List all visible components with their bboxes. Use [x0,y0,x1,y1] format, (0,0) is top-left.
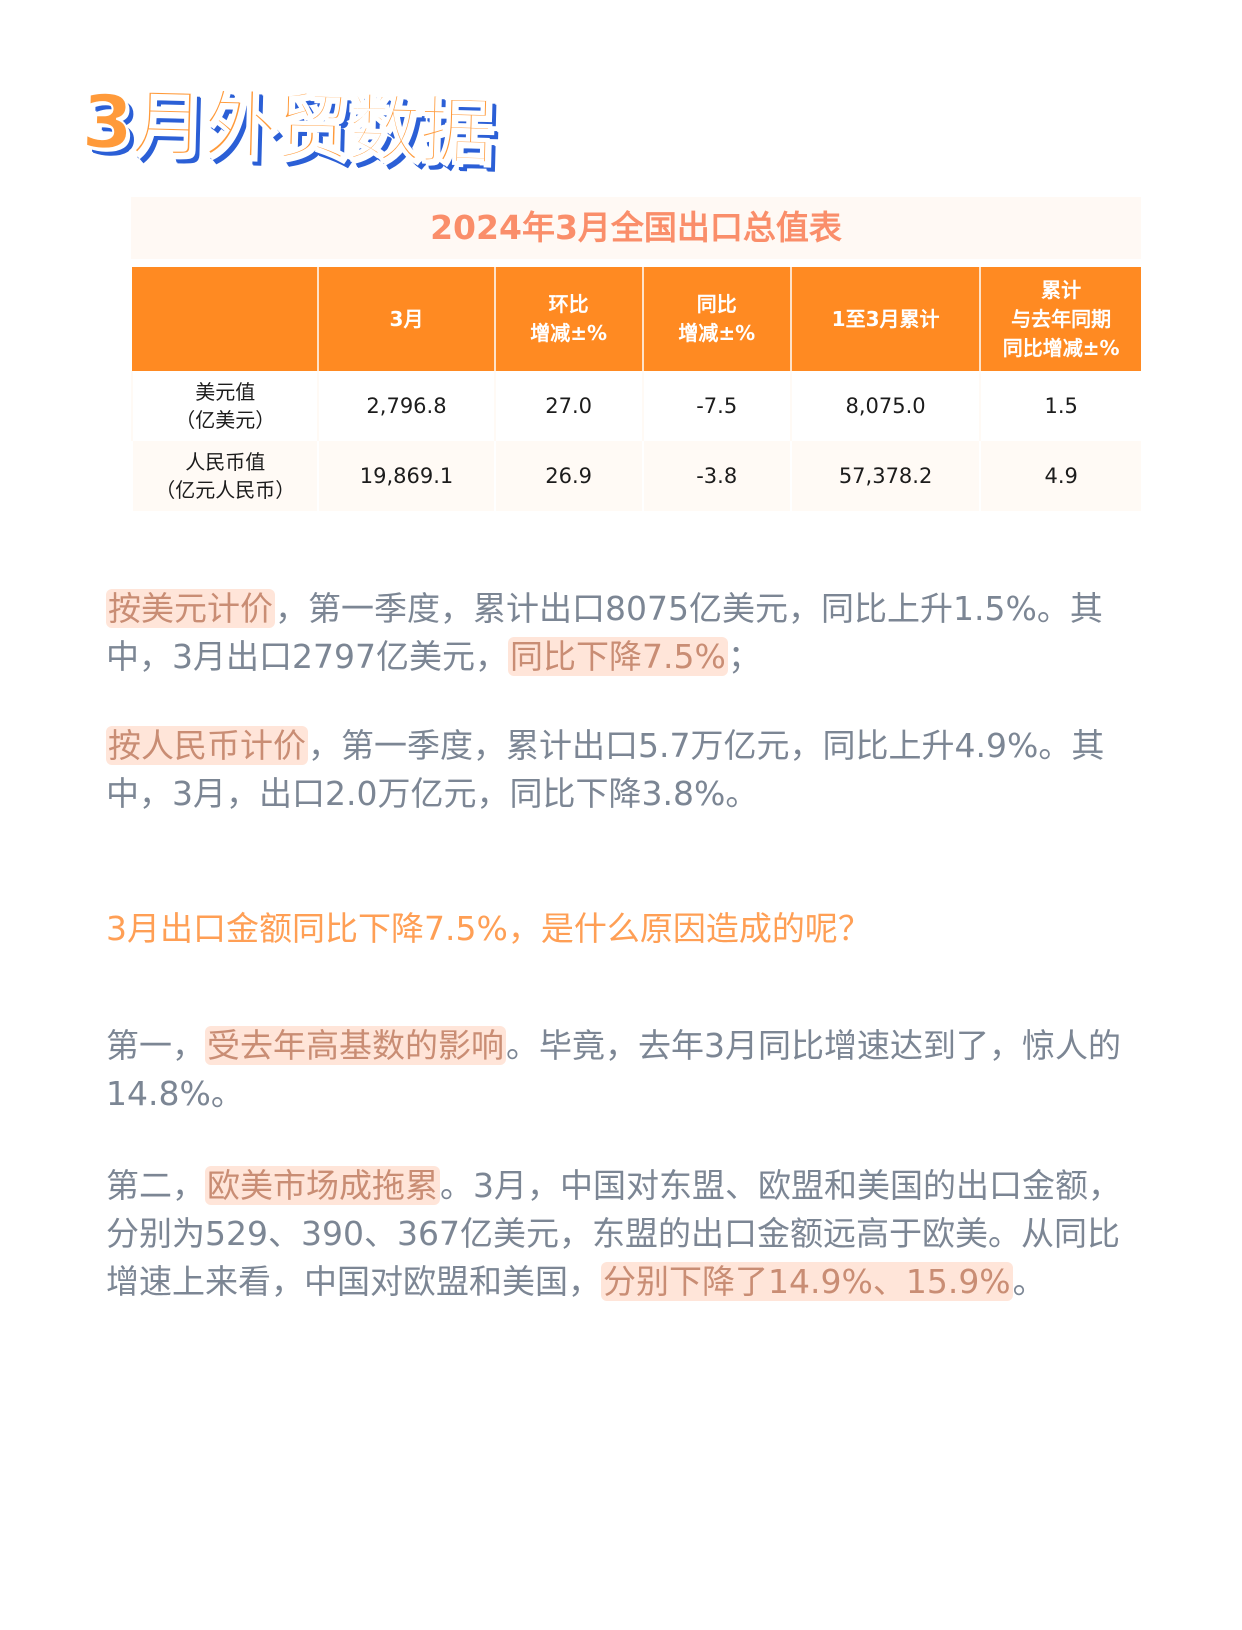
paragraph-reason-2: 第二，欧美市场成拖累。3月，中国对东盟、欧盟和美国的出口金额，分别为529、39… [106,1166,1121,1301]
highlight: 受去年高基数的影响 [205,1026,506,1065]
row-label: 人民币值 （亿元人民币） [130,441,319,511]
table-title: 2024年3月全国出口总值表 [131,197,1141,259]
cell-yoy: -3.8 [641,441,791,511]
highlight: 按人民币计价 [106,726,308,765]
cell-ytd: 57,378.2 [789,441,981,511]
section-question: 3月出口金额同比下降7.5%，是什么原因造成的呢？ [106,909,871,948]
cell-ytd-yoy: 4.9 [979,441,1141,511]
cell-mom: 27.0 [493,371,643,441]
cell-ytd-yoy: 1.5 [979,371,1141,441]
cell-yoy: -7.5 [641,371,791,441]
highlight: 按美元计价 [106,589,275,628]
row-label: 美元值 （亿美元） [130,371,319,441]
header-mom: 环比 增减±% [493,267,643,371]
paragraph-rmb: 按人民币计价，第一季度，累计出口5.7万亿元，同比上升4.9%。其中，3月，出口… [106,726,1105,813]
page-title: 3月外贸数据 [80,78,494,177]
highlight: 分别下降了14.9%、15.9% [601,1262,1013,1301]
cell-mom: 26.9 [493,441,643,511]
cell-march: 2,796.8 [317,371,495,441]
export-data-table: 3月 环比 增减±% 同比 增减±% 1至3月累计 累计 与去年同期 同比增减±% 美元… [130,267,1141,511]
paragraph-reason-1: 第一，受去年高基数的影响。毕竟，去年3月同比增速达到了，惊人的14.8%。 [106,1026,1121,1113]
table-header-row: 3月 环比 增减±% 同比 增减±% 1至3月累计 累计 与去年同期 同比增减±% [132,267,1141,371]
highlight: 同比下降7.5% [507,637,728,676]
table-row-usd: 美元值 （亿美元） 2,796.8 27.0 -7.5 8,075.0 1.5 [130,371,1141,441]
paragraph-usd: 按美元计价，第一季度，累计出口8075亿美元，同比上升1.5%。其中，3月出口2… [106,589,1103,676]
export-table: 2024年3月全国出口总值表 3月 环比 增减±% 同比 增减±% 1至3月累计 累… [130,197,1141,511]
cell-march: 19,869.1 [317,441,495,511]
table-row-rmb: 人民币值 （亿元人民币） 19,869.1 26.9 -3.8 57,378.2 … [130,441,1141,511]
highlight: 欧美市场成拖累 [205,1166,440,1205]
header-blank [132,267,319,371]
header-ytd: 1至3月累计 [789,267,981,371]
cell-ytd: 8,075.0 [789,371,981,441]
header-yoy: 同比 增减±% [641,267,791,371]
header-march: 3月 [317,267,495,371]
header-ytd-yoy: 累计 与去年同期 同比增减±% [979,267,1141,371]
